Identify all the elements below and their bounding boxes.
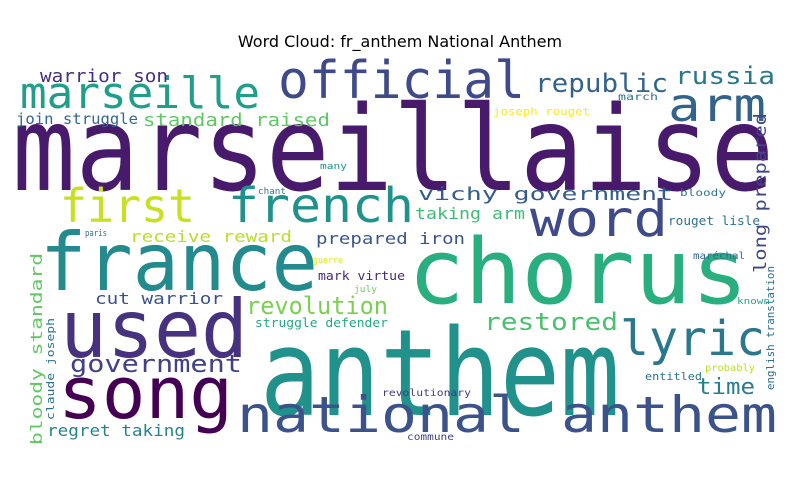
word-probably: probably — [705, 363, 755, 374]
word-word: word — [530, 190, 668, 248]
word-used: used — [60, 283, 248, 376]
word-bloody-standard: bloody standard — [27, 253, 46, 445]
word-receive-reward: receive reward — [130, 227, 292, 246]
word-known: known — [737, 297, 770, 307]
word-song: song — [58, 351, 233, 435]
word-many: many — [320, 162, 348, 172]
word-join-struggle: join struggle — [16, 110, 138, 128]
word-struggle-defender: struggle defender — [255, 316, 388, 330]
word-guerre: guerre — [313, 256, 343, 266]
word-anthem: anthem — [260, 305, 620, 444]
word-joseph-rouget: joseph rouget — [493, 105, 590, 118]
word-cut-warrior: cut warrior — [95, 289, 223, 308]
word-time: time — [697, 375, 755, 400]
word-english-translation: english translation — [764, 266, 777, 390]
word-standard-raised: standard raised — [143, 110, 330, 131]
word-france: france — [40, 216, 318, 309]
word-official: official — [278, 51, 525, 111]
word-marseille: marseille — [20, 68, 260, 119]
word-paris: paris — [85, 229, 107, 239]
chart-title: Word Cloud: fr_anthem National Anthem — [237, 32, 563, 51]
word-mar-chal: maréchal — [693, 250, 745, 262]
word-national-anthem: national anthem — [237, 386, 777, 444]
word-lyric: lyric — [620, 311, 765, 367]
word-long-prepared: long prepared — [751, 113, 771, 273]
word-revolution: revolution — [246, 292, 388, 320]
word-republic: republic — [535, 69, 668, 99]
word-july: july — [354, 285, 378, 295]
word-french: french — [228, 178, 414, 234]
word-bloody: bloody — [680, 188, 726, 199]
word-marseillaise: marseillaise — [12, 80, 774, 218]
word-revolutionary: revolutionary — [382, 388, 471, 399]
word-march: march — [618, 92, 658, 103]
word-first: first — [60, 179, 195, 233]
word-warrior-son: warrior son — [40, 66, 168, 87]
word-taking-arm: taking arm — [415, 204, 525, 223]
word-regret-taking: regret taking — [47, 421, 185, 440]
word-vichy-government: vichy government — [418, 184, 673, 205]
word-rouget-lisle: rouget lisle — [668, 214, 760, 228]
word-prepared-iron: prepared iron — [316, 229, 465, 248]
word-chant: chant — [258, 187, 286, 197]
word-commune: commune — [407, 432, 454, 443]
word-arm: arm — [668, 78, 766, 132]
word-claude-joseph: claude joseph — [44, 318, 57, 420]
word-russia: russia — [675, 62, 775, 90]
word-entitled: entitled — [645, 370, 702, 383]
word-mark-virtue: mark virtue — [318, 269, 405, 283]
word-government: government — [70, 350, 242, 378]
word-restored: restored — [484, 308, 618, 336]
word-chorus: chorus — [408, 220, 748, 325]
